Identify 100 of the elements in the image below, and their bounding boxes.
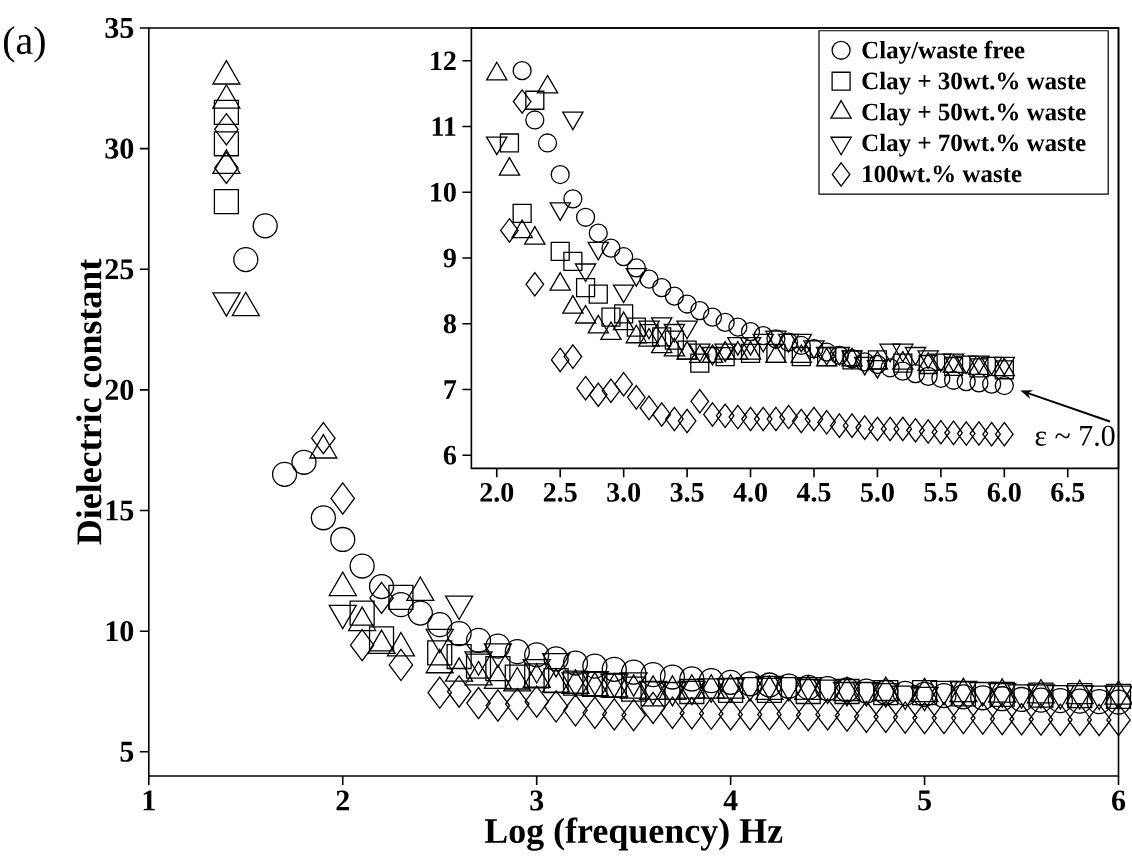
x-tick-label: 6.5 bbox=[1051, 482, 1085, 502]
point bbox=[563, 344, 583, 370]
point bbox=[500, 218, 519, 243]
point bbox=[368, 573, 395, 600]
point bbox=[407, 600, 433, 626]
point bbox=[349, 553, 375, 579]
point bbox=[660, 696, 685, 730]
point bbox=[703, 402, 722, 427]
point bbox=[550, 347, 570, 373]
point bbox=[741, 406, 760, 432]
x-tick-label: 4.0 bbox=[733, 482, 767, 502]
legend-label: 100wt.% waste bbox=[863, 165, 1022, 183]
point bbox=[543, 690, 569, 723]
point bbox=[918, 366, 938, 387]
point bbox=[1009, 703, 1034, 736]
point bbox=[829, 413, 849, 439]
x-tick-label: 3.0 bbox=[607, 482, 641, 502]
point bbox=[485, 689, 511, 722]
x-tick-label: 4 bbox=[723, 790, 738, 811]
point bbox=[717, 669, 744, 696]
point bbox=[834, 699, 860, 732]
x-tick-label: 3 bbox=[530, 790, 544, 811]
point bbox=[698, 697, 724, 731]
point bbox=[349, 629, 375, 662]
point bbox=[715, 403, 735, 429]
point bbox=[525, 110, 545, 130]
point bbox=[213, 99, 240, 126]
y-tick-label: 10 bbox=[431, 182, 456, 202]
point bbox=[664, 406, 684, 432]
point bbox=[330, 482, 356, 515]
point bbox=[621, 699, 646, 732]
y-tick-label: 8 bbox=[443, 314, 456, 334]
point bbox=[659, 664, 686, 690]
point bbox=[1067, 703, 1093, 737]
point bbox=[753, 326, 773, 346]
point bbox=[855, 415, 875, 441]
point bbox=[791, 408, 811, 434]
x-tick-label: 2 bbox=[336, 790, 349, 811]
point bbox=[969, 373, 989, 393]
point bbox=[728, 317, 748, 337]
point bbox=[626, 317, 646, 337]
point bbox=[550, 164, 570, 185]
point bbox=[582, 653, 608, 679]
x-tick-label: 4.5 bbox=[796, 482, 831, 502]
point bbox=[766, 406, 786, 432]
point bbox=[690, 301, 710, 321]
y-tick-label: 12 bbox=[431, 51, 456, 71]
point bbox=[427, 640, 453, 666]
point bbox=[214, 151, 239, 185]
point bbox=[310, 505, 336, 531]
point bbox=[868, 416, 887, 442]
x-tick-label: 2.0 bbox=[480, 482, 514, 502]
point bbox=[512, 203, 532, 224]
point bbox=[677, 408, 697, 434]
point bbox=[525, 272, 545, 297]
y-tick-label: 25 bbox=[105, 259, 134, 280]
point bbox=[931, 419, 951, 445]
point bbox=[291, 449, 317, 475]
annotation: ε ~ 7.0 bbox=[1035, 425, 1115, 447]
point bbox=[601, 378, 621, 404]
point bbox=[601, 238, 621, 258]
point bbox=[640, 691, 666, 725]
point bbox=[652, 278, 672, 298]
x-tick-label: 6.0 bbox=[987, 482, 1021, 502]
point bbox=[543, 646, 569, 672]
y-tick-label: 20 bbox=[105, 379, 134, 401]
point bbox=[753, 406, 773, 432]
point bbox=[956, 421, 976, 446]
point bbox=[427, 612, 453, 638]
point bbox=[740, 343, 761, 364]
legend-label: Clay + 50wt.% waste bbox=[862, 102, 1086, 126]
point bbox=[737, 671, 763, 697]
point bbox=[233, 247, 259, 273]
y-tick-label: 5 bbox=[120, 741, 134, 762]
point bbox=[718, 698, 743, 731]
point bbox=[982, 421, 1002, 447]
point bbox=[1028, 703, 1054, 736]
point bbox=[446, 675, 472, 708]
point bbox=[893, 361, 913, 381]
text: (a) bbox=[3, 26, 45, 63]
point bbox=[311, 421, 336, 455]
x-tick-label: 3.5 bbox=[670, 482, 704, 502]
point bbox=[427, 676, 453, 710]
point bbox=[485, 633, 511, 659]
point bbox=[614, 371, 634, 397]
point bbox=[880, 416, 900, 442]
point bbox=[563, 189, 583, 209]
point bbox=[639, 269, 659, 289]
point bbox=[369, 581, 394, 615]
point bbox=[563, 251, 583, 272]
point bbox=[664, 330, 685, 350]
x-tick-label: 6 bbox=[1112, 790, 1126, 811]
point bbox=[969, 421, 989, 446]
y-tick-label: 15 bbox=[106, 500, 134, 521]
point bbox=[1047, 703, 1073, 737]
point bbox=[892, 701, 918, 734]
point bbox=[1106, 703, 1131, 737]
point bbox=[465, 627, 492, 654]
point bbox=[562, 650, 589, 676]
point bbox=[576, 375, 595, 401]
